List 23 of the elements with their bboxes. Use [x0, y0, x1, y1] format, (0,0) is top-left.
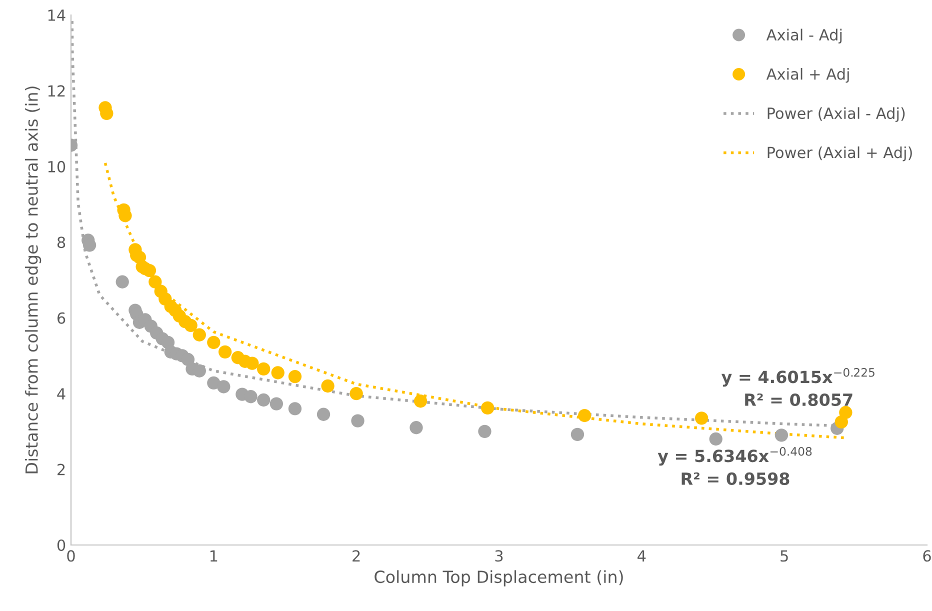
x-tick-label: 6: [923, 550, 931, 562]
y-tick-label: 2: [58, 464, 65, 476]
text: y = 4.6015x$^{−0.225}$ R² = 0.8057: [721, 368, 874, 406]
x-tick-label: 5: [780, 550, 788, 562]
x-tick-label: 0: [67, 550, 75, 562]
y-tick-label: 4: [57, 388, 66, 400]
y-tick-label: 8: [57, 236, 66, 248]
legend-label: Axial - Adj: [766, 28, 842, 44]
y-tick-label: 12: [48, 85, 65, 97]
legend-label: Power (Axial - Adj): [768, 107, 905, 122]
x-tick-label: 3: [495, 550, 503, 562]
y-axis-title: Distance from column edge to neutral axis (in): [25, 86, 42, 474]
x-tick-label: 4: [638, 550, 646, 562]
legend-label: Axial + Adj: [766, 68, 849, 83]
text: y = 5.6346x$^{−0.408}$ R² = 0.9598: [658, 446, 812, 486]
y-tick-label: 14: [48, 10, 66, 21]
x-axis-title: Column Top Displacement (in): [374, 570, 623, 586]
x-tick-label: 1: [210, 550, 218, 562]
y-tick-label: 10: [48, 160, 66, 172]
y-tick-label: 6: [57, 312, 66, 324]
legend-label: Power (Axial + Adj): [768, 146, 912, 162]
y-tick-label: 0: [57, 539, 66, 552]
x-tick-label: 2: [352, 550, 360, 562]
